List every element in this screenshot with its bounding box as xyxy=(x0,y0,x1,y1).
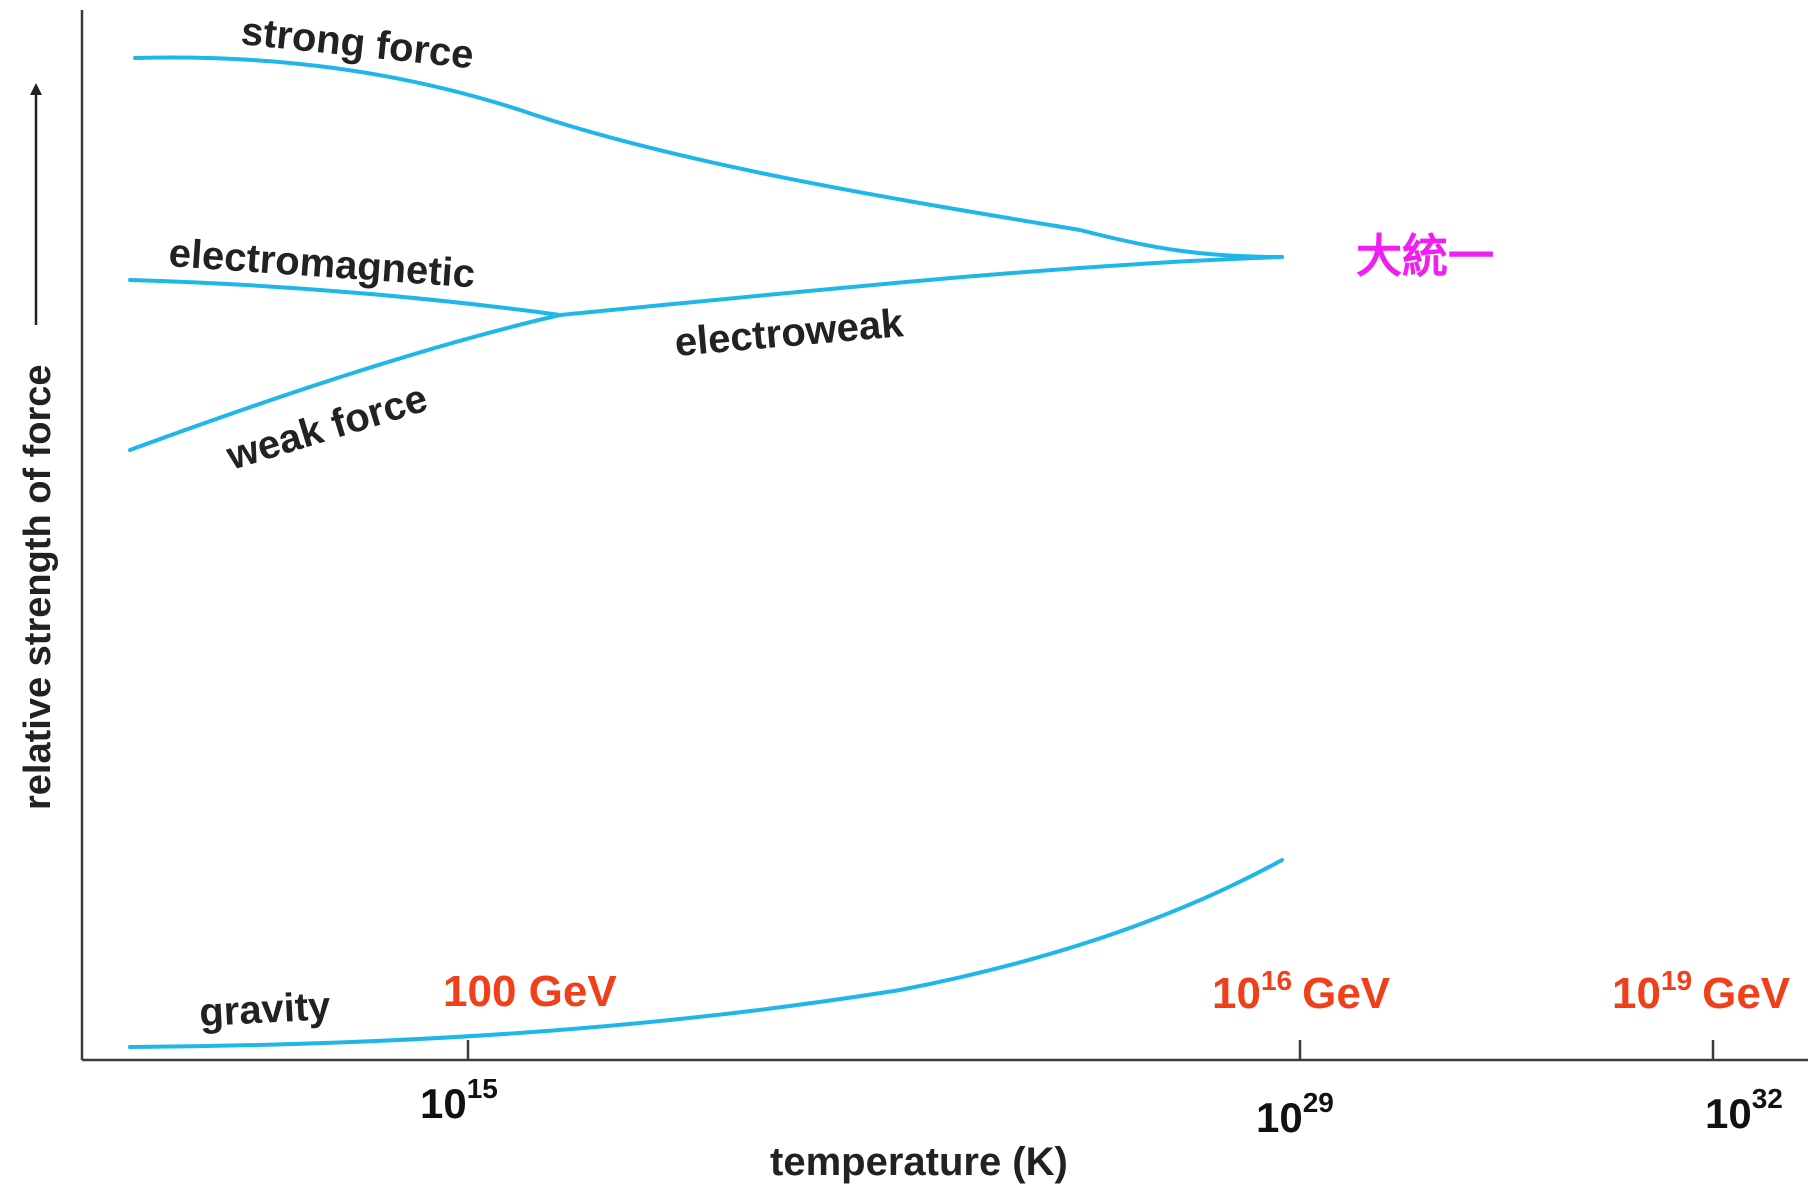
y-axis-arrow-head xyxy=(30,83,42,95)
energy-label-100gev: 100 GeV xyxy=(443,967,617,1016)
y-axis-label: relative strength of force xyxy=(17,364,59,810)
energy-label-1e19gev: 1019 GeV xyxy=(1612,965,1791,1018)
unification-label: 大統一 xyxy=(1356,229,1494,283)
series-electromagnetic xyxy=(128,278,562,317)
series-electroweak xyxy=(558,255,1284,317)
x-axis-label: temperature (K) xyxy=(770,1140,1068,1184)
series-label-strong-force: strong force xyxy=(239,9,476,77)
x-tick-label-1e32: 1032 xyxy=(1705,1083,1783,1137)
energy-label-1e16gev: 1016 GeV xyxy=(1212,965,1391,1018)
y-axis-label-group: relative strength of force xyxy=(17,83,59,810)
series-label-weak-force: weak force xyxy=(221,376,433,479)
x-tick-label-1e15: 1015 xyxy=(420,1073,498,1127)
series-weak-force xyxy=(128,313,562,452)
series-label-electromagnetic: electromagnetic xyxy=(167,231,476,296)
series-strong-force xyxy=(133,55,1284,259)
series-label-gravity: gravity xyxy=(198,984,332,1035)
x-tick-label-1e29: 1029 xyxy=(1256,1087,1334,1141)
series-label-electroweak: electroweak xyxy=(673,301,906,365)
series-gravity xyxy=(128,858,1284,1049)
